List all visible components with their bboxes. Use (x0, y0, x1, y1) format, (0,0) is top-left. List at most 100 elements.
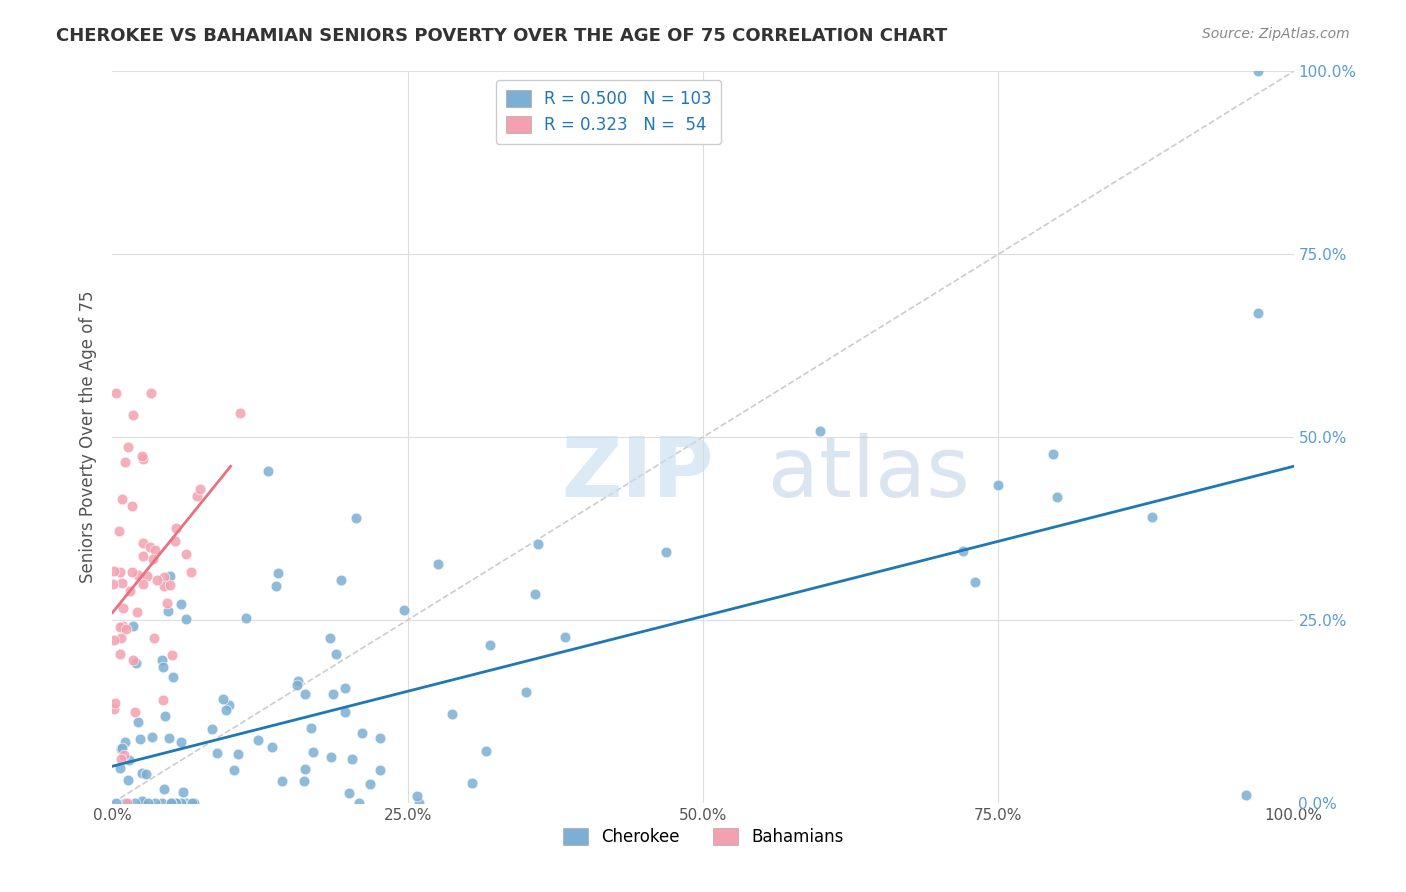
Point (108, 648, 131, 662)
Point (108, 620, 131, 634)
Point (160, 796, 183, 810)
Point (176, 612, 198, 626)
Point (108, 524, 131, 538)
Point (131, 765, 153, 780)
Point (152, 782, 174, 797)
Text: CHEROKEE VS BAHAMIAN SENIORS POVERTY OVER THE AGE OF 75 CORRELATION CHART: CHEROKEE VS BAHAMIAN SENIORS POVERTY OVE… (56, 27, 948, 45)
Point (141, 730, 163, 744)
Point (267, 566, 290, 580)
Point (117, 773, 139, 788)
Point (143, 543, 166, 558)
Point (115, 622, 138, 636)
Point (392, 603, 415, 617)
Point (142, 552, 165, 566)
Point (554, 630, 576, 644)
Point (114, 796, 136, 810)
Point (170, 597, 193, 611)
Point (108, 565, 131, 579)
Point (143, 796, 166, 810)
Point (325, 647, 347, 661)
Point (110, 742, 132, 756)
Point (188, 482, 211, 496)
Point (1247, 306, 1270, 320)
Point (299, 721, 322, 735)
Point (246, 732, 269, 747)
Point (655, 545, 678, 559)
Point (183, 796, 205, 810)
Point (368, 731, 391, 746)
Point (172, 785, 194, 799)
Point (405, 789, 427, 804)
Point (146, 573, 169, 587)
Point (165, 521, 187, 535)
Point (163, 534, 186, 549)
Point (110, 631, 132, 645)
Point (165, 796, 187, 810)
Point (152, 693, 174, 707)
Point (150, 653, 173, 667)
Point (117, 796, 139, 810)
Point (181, 796, 204, 810)
Point (104, 386, 127, 401)
Point (103, 632, 125, 647)
Point (207, 747, 229, 761)
Point (115, 796, 138, 810)
Point (174, 547, 197, 561)
Point (1140, 509, 1163, 524)
Point (427, 558, 450, 572)
Point (159, 796, 181, 810)
Point (408, 796, 430, 810)
Point (162, 648, 184, 662)
Point (211, 692, 233, 706)
Point (127, 715, 149, 730)
Point (347, 796, 370, 810)
Point (156, 596, 179, 610)
Point (215, 703, 238, 717)
Point (523, 587, 546, 601)
Point (181, 796, 204, 810)
Point (266, 579, 288, 593)
Point (322, 687, 344, 701)
Point (342, 752, 364, 766)
Point (1042, 447, 1064, 461)
Point (359, 777, 381, 791)
Point (226, 747, 249, 761)
Point (132, 549, 155, 563)
Point (121, 408, 143, 422)
Point (461, 775, 484, 789)
Point (114, 455, 136, 469)
Point (135, 569, 157, 583)
Point (152, 570, 174, 584)
Point (262, 739, 284, 754)
Point (139, 386, 162, 401)
Point (131, 452, 153, 467)
Point (105, 796, 128, 810)
Point (201, 723, 224, 737)
Point (1234, 789, 1257, 803)
Point (1046, 490, 1069, 504)
Point (103, 577, 125, 591)
Text: atlas: atlas (768, 434, 970, 514)
Point (121, 565, 143, 579)
Point (103, 696, 125, 710)
Y-axis label: Seniors Poverty Over the Age of 75: Seniors Poverty Over the Age of 75 (79, 291, 97, 583)
Point (294, 687, 316, 701)
Point (222, 763, 245, 777)
Point (134, 796, 156, 810)
Point (139, 540, 162, 554)
Point (159, 569, 181, 583)
Point (368, 764, 391, 778)
Point (132, 535, 155, 549)
Legend: Cherokee, Bahamians: Cherokee, Bahamians (555, 822, 851, 853)
Point (153, 709, 176, 723)
Point (110, 761, 132, 775)
Point (131, 794, 153, 808)
Point (112, 619, 135, 633)
Point (228, 406, 250, 420)
Point (478, 638, 501, 652)
Point (344, 510, 367, 524)
Point (150, 796, 173, 810)
Point (115, 796, 138, 810)
Point (170, 735, 193, 749)
Point (963, 574, 986, 589)
